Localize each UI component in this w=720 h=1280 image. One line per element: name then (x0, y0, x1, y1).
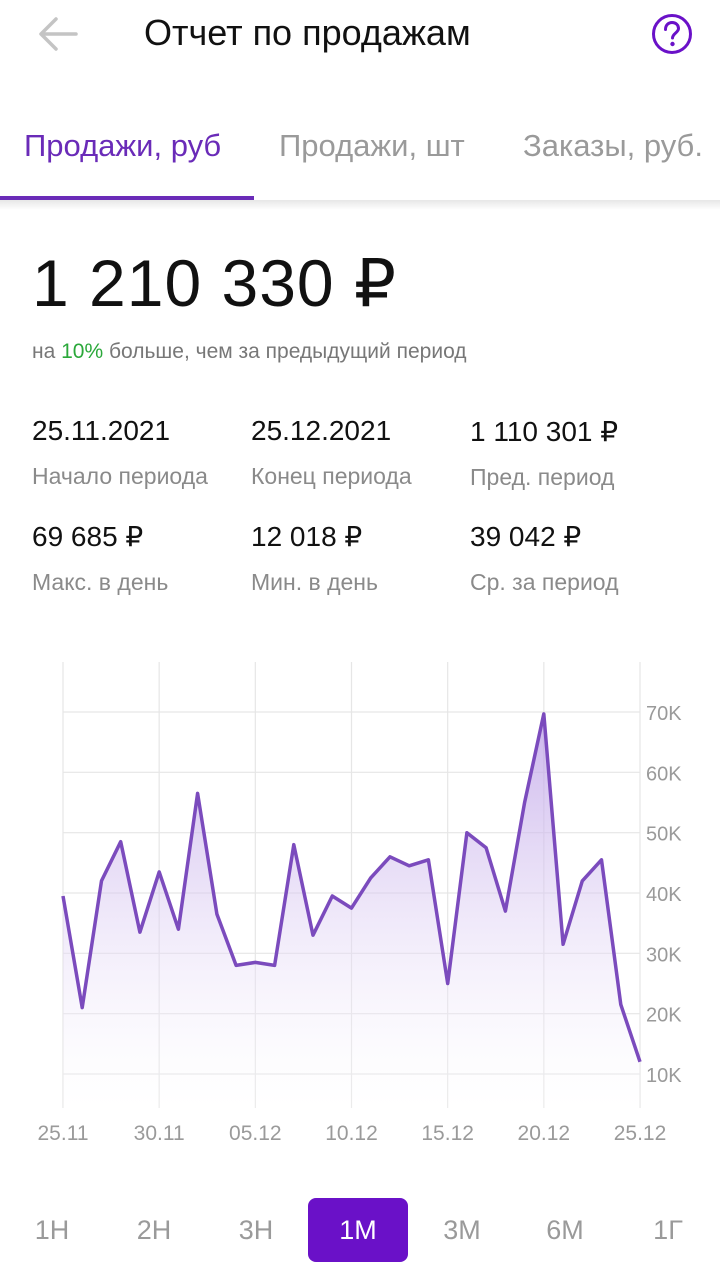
tabs-divider (0, 200, 720, 210)
x-tick-label: 20.12 (518, 1122, 571, 1145)
app-header: Отчет по продажам (0, 0, 720, 70)
stat-period-end: 25.12.2021 Конец периода (251, 415, 461, 490)
range-button-2[interactable]: 3Н (238, 1215, 274, 1245)
range-button-4[interactable]: 3М (443, 1215, 481, 1245)
range-button-6[interactable]: 1Г (653, 1215, 683, 1245)
x-tick-label: 30.11 (134, 1122, 185, 1145)
help-icon[interactable] (651, 13, 693, 55)
stat-label: Мин. в день (251, 569, 378, 595)
y-tick-label: 60K (646, 763, 682, 785)
comparison-percent: 10% (61, 340, 104, 363)
x-tick-label: 25.12 (614, 1122, 667, 1145)
comparison-prefix: на (32, 340, 62, 363)
y-tick-label: 10K (646, 1065, 682, 1087)
range-button-5[interactable]: 6М (546, 1215, 584, 1245)
stat-label: Пред. период (470, 464, 615, 490)
y-tick-label: 70K (646, 703, 682, 725)
page-title: Отчет по продажам (144, 12, 471, 53)
stat-previous-period: 1 110 301 ₽ Пред. период (470, 415, 680, 491)
active-tab-indicator (0, 196, 254, 200)
chart-area-fill (63, 713, 640, 1108)
stat-value: 25.12.2021 (251, 415, 392, 446)
comparison-text: на 10% больше, чем за предыдущий период (32, 340, 467, 364)
y-tick-label: 20K (646, 1005, 682, 1027)
x-tick-label: 10.12 (325, 1122, 378, 1145)
y-tick-label: 50K (646, 824, 682, 846)
range-selector: 1Н 2Н 3Н 1М 3М 6М 1Г (0, 1198, 720, 1262)
total-sales: 1 210 330 ₽ (32, 246, 397, 320)
stat-min-day: 12 018 ₽ Мин. в день (251, 520, 461, 596)
sales-chart[interactable]: 10K 20K 30K 40K 50K 60K 70K 25.11 30.11 05.12 10.1… (0, 650, 720, 1160)
chart-series-line (61, 712, 642, 1063)
back-arrow-icon[interactable] (36, 14, 80, 54)
range-button-0[interactable]: 1Н (34, 1215, 70, 1245)
stat-max-day: 69 685 ₽ Макс. в день (32, 520, 242, 596)
x-tick-label: 25.11 (38, 1122, 89, 1145)
range-button-3[interactable]: 1М (308, 1198, 408, 1262)
stat-value: 12 018 ₽ (251, 521, 363, 552)
y-tick-label: 30K (646, 944, 682, 966)
tab-orders-rub[interactable]: Заказы, руб. (523, 128, 703, 163)
report-tabs: Продажи, руб Продажи, шт Заказы, руб. (0, 100, 720, 200)
stat-label: Ср. за период (470, 569, 619, 595)
y-tick-label: 40K (646, 884, 682, 906)
stat-value: 1 110 301 ₽ (470, 416, 619, 447)
stat-label: Начало периода (32, 463, 208, 489)
stat-label: Конец периода (251, 463, 412, 489)
tab-sales-units[interactable]: Продажи, шт (279, 128, 465, 163)
x-tick-label: 15.12 (421, 1122, 474, 1145)
stat-average: 39 042 ₽ Ср. за период (470, 520, 680, 596)
comparison-suffix: больше, чем за предыдущий период (103, 340, 467, 363)
stat-label: Макс. в день (32, 569, 169, 595)
stat-period-start: 25.11.2021 Начало периода (32, 415, 242, 490)
stat-value: 39 042 ₽ (470, 521, 582, 552)
stat-value: 25.11.2021 (32, 415, 171, 446)
tab-sales-rub[interactable]: Продажи, руб (24, 128, 222, 163)
x-tick-label: 05.12 (229, 1122, 282, 1145)
stat-value: 69 685 ₽ (32, 521, 144, 552)
range-button-1[interactable]: 2Н (136, 1215, 172, 1245)
